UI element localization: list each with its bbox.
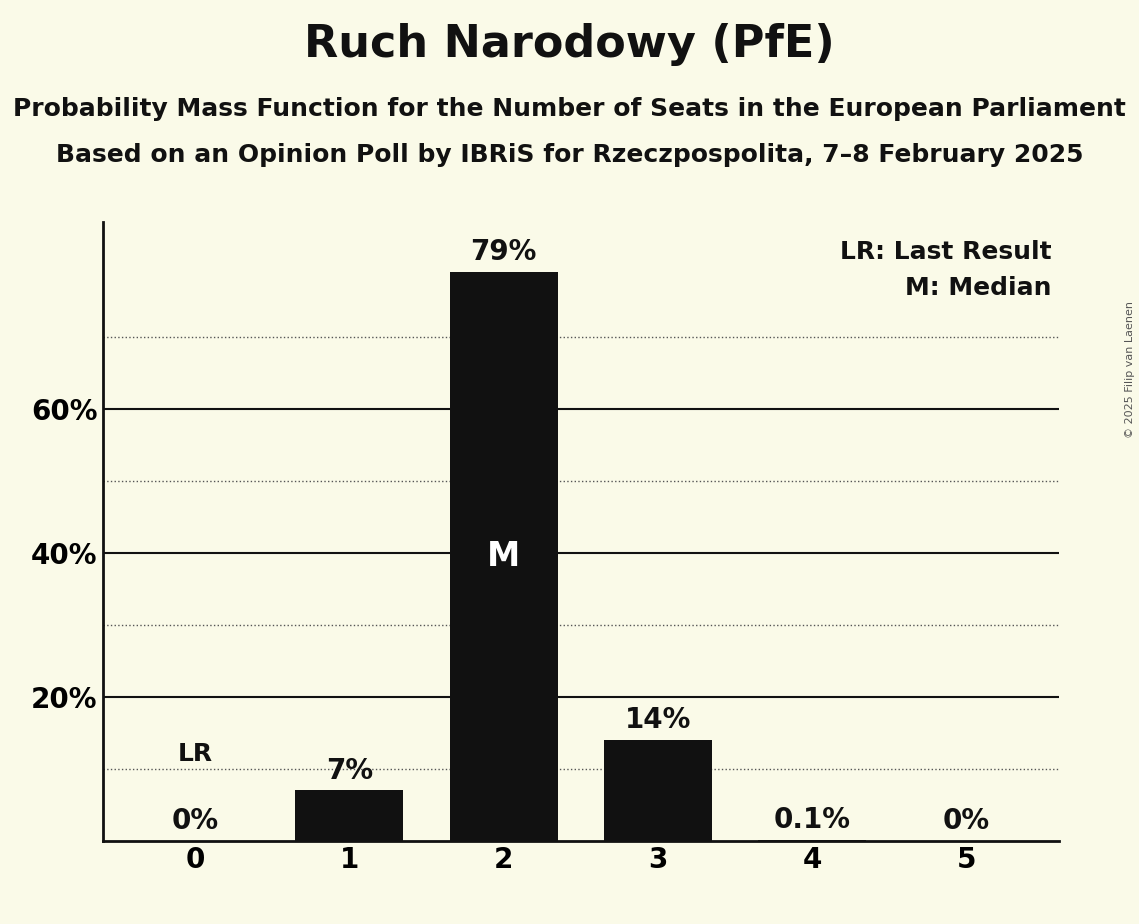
Text: 79%: 79%	[470, 238, 536, 266]
Text: Probability Mass Function for the Number of Seats in the European Parliament: Probability Mass Function for the Number…	[13, 97, 1126, 121]
Bar	[604, 740, 712, 841]
Bar	[450, 273, 558, 841]
Text: M: M	[487, 540, 521, 573]
Text: 0%: 0%	[943, 807, 990, 835]
Text: Ruch Narodowy (PfE): Ruch Narodowy (PfE)	[304, 23, 835, 67]
Text: 0.1%: 0.1%	[773, 807, 851, 834]
Text: 7%: 7%	[326, 757, 372, 784]
Text: 0%: 0%	[172, 807, 219, 835]
Text: M: Median: M: Median	[906, 275, 1051, 299]
Text: © 2025 Filip van Laenen: © 2025 Filip van Laenen	[1125, 301, 1134, 438]
Text: LR: LR	[178, 742, 213, 766]
Text: 14%: 14%	[625, 706, 691, 735]
Text: LR: Last Result: LR: Last Result	[839, 239, 1051, 263]
Bar	[295, 790, 403, 841]
Text: Based on an Opinion Poll by IBRiS for Rzeczpospolita, 7–8 February 2025: Based on an Opinion Poll by IBRiS for Rz…	[56, 143, 1083, 167]
